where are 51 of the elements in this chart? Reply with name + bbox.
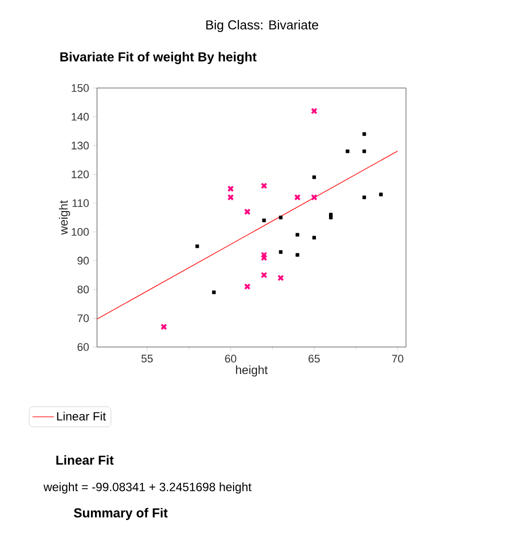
- point: [227, 185, 234, 192]
- point: [312, 175, 316, 180]
- point: [362, 150, 366, 154]
- y-tick-label: 60: [78, 343, 89, 351]
- point: [278, 250, 283, 254]
- x-tick-label: 60: [225, 354, 236, 363]
- point: [362, 132, 366, 136]
- point: [262, 218, 266, 222]
- point: [260, 252, 268, 258]
- text: weight = -99.08341 + 3.2451698 height: [44, 482, 252, 494]
- point: [379, 192, 383, 196]
- point: [195, 244, 200, 248]
- point: [160, 324, 168, 330]
- point: [362, 196, 366, 200]
- point: [278, 216, 283, 220]
- text: Big Class: Bivariate: [206, 20, 318, 32]
- y-axis-title: weight: [58, 200, 70, 235]
- x-tick-label: 55: [141, 354, 153, 362]
- point: [310, 108, 318, 114]
- point: [260, 272, 268, 278]
- x-tick-label: 65: [308, 354, 320, 363]
- point: [227, 194, 234, 201]
- point: [260, 254, 268, 262]
- y-tick-label: 150: [72, 84, 89, 92]
- text: Linear Fit: [56, 455, 114, 465]
- x-axis-title: height: [236, 365, 268, 377]
- y-tick-label: 140: [72, 112, 89, 121]
- point: [346, 150, 350, 154]
- point: [312, 236, 316, 240]
- text: Summary of Fit: [74, 508, 168, 520]
- point: [277, 274, 284, 282]
- x-tick-label: 70: [392, 354, 404, 363]
- y-tick-label: 90: [78, 256, 89, 265]
- point: [329, 212, 333, 216]
- point: [212, 290, 216, 294]
- point: [329, 216, 333, 220]
- point: [244, 283, 251, 290]
- point: [294, 194, 301, 201]
- point: [260, 182, 268, 190]
- y-tick-label: 80: [78, 286, 89, 294]
- y-tick-label: 130: [72, 142, 89, 150]
- y-tick-label: 100: [72, 228, 89, 236]
- legend-label: Linear Fit: [57, 412, 106, 421]
- y-tick-label: 70: [78, 314, 89, 322]
- point: [244, 208, 251, 216]
- point: [310, 194, 318, 201]
- y-tick-label: 110: [72, 199, 89, 207]
- point: [296, 232, 300, 237]
- point: [296, 253, 300, 257]
- chart-title: Bivariate Fit of weight By height: [60, 52, 257, 64]
- y-tick-label: 120: [72, 170, 89, 178]
